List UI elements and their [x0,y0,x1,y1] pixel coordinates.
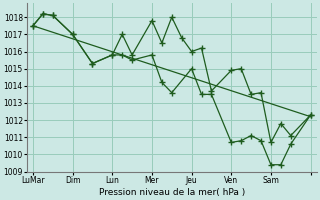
X-axis label: Pression niveau de la mer( hPa ): Pression niveau de la mer( hPa ) [99,188,245,197]
